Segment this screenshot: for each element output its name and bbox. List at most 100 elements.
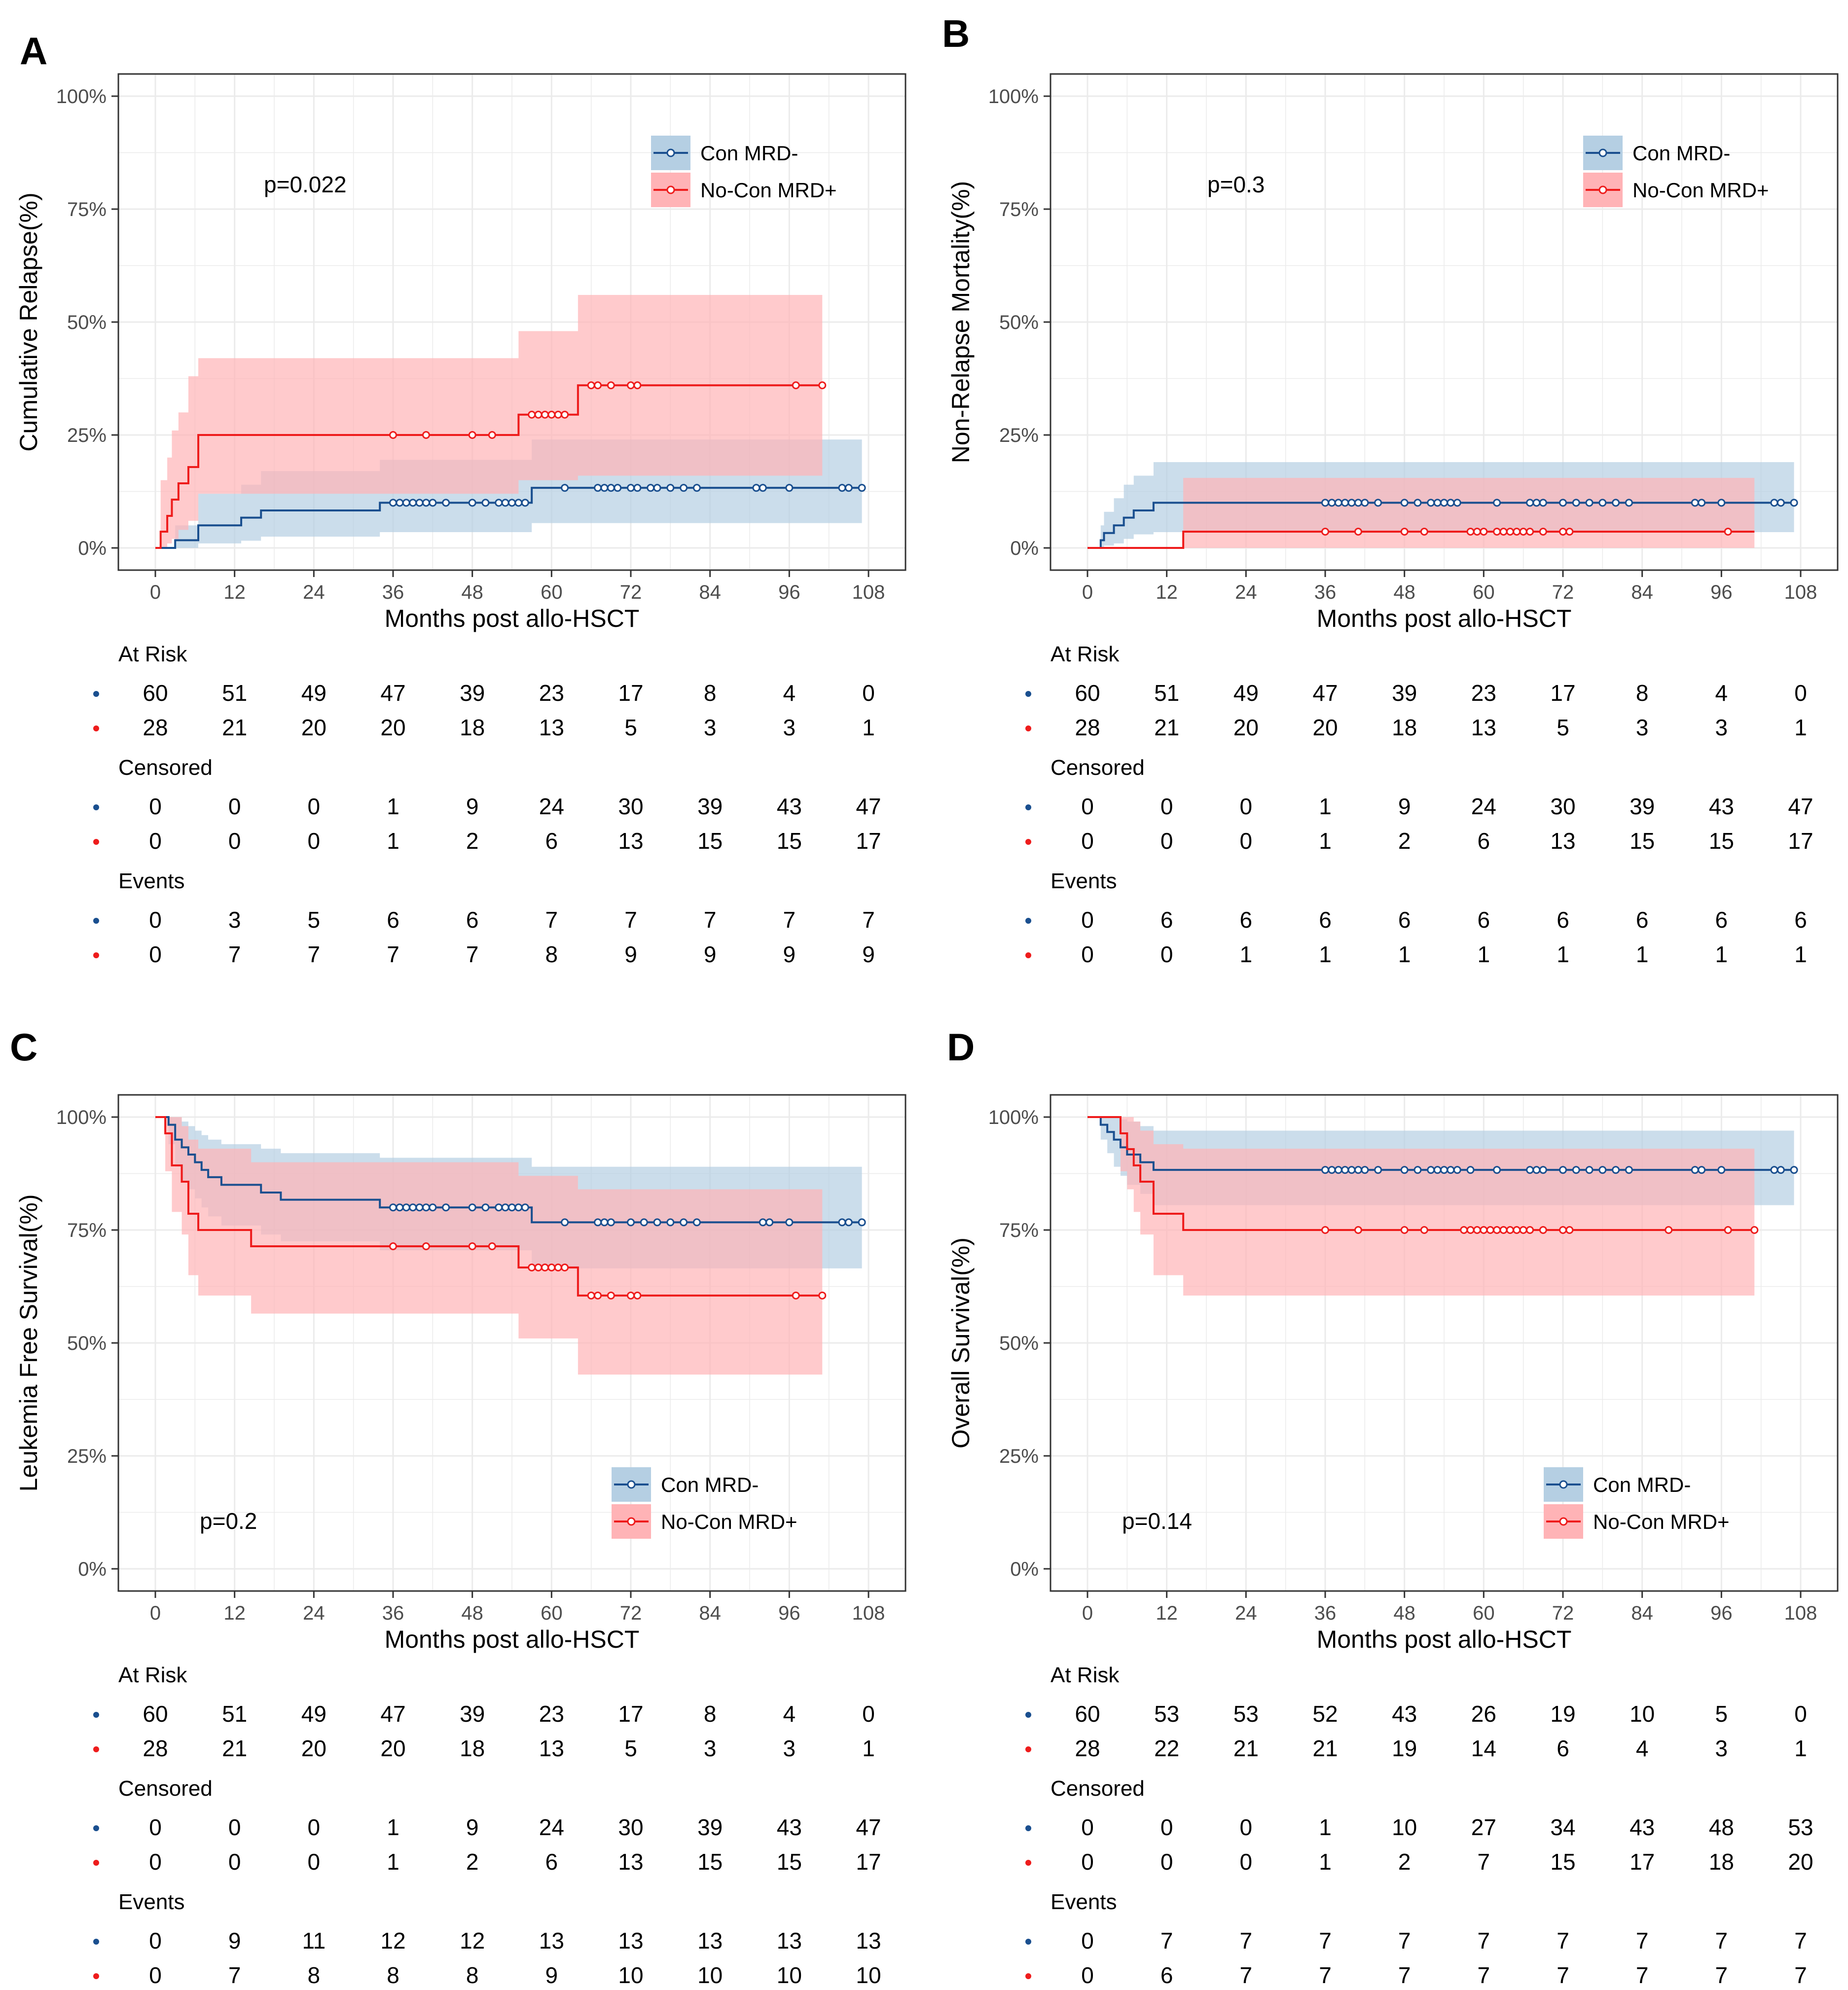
table-cell: 7	[228, 941, 241, 967]
censor-mark	[402, 499, 410, 507]
censor-mark	[561, 410, 569, 419]
table-cell: 5	[308, 907, 321, 933]
censor-mark	[415, 1203, 424, 1212]
censor-mark	[633, 381, 642, 390]
table-row-marker	[93, 725, 99, 731]
censor-mark	[785, 1218, 794, 1227]
censor-mark	[1499, 1226, 1508, 1234]
table-cell: 20	[1788, 1849, 1813, 1875]
y-tick-label: 50%	[999, 312, 1039, 333]
censor-mark	[1321, 1226, 1329, 1234]
censor-mark	[1334, 499, 1342, 507]
table-cell: 7	[228, 1962, 241, 1988]
table-cell: 9	[624, 941, 637, 967]
table-cell: 0	[228, 828, 241, 854]
table-title-events: Events	[1051, 869, 1117, 893]
censor-mark	[838, 1218, 846, 1227]
table-cell: 30	[618, 1814, 643, 1840]
censor-mark	[521, 499, 529, 507]
censor-mark	[844, 1218, 853, 1227]
x-axis-title: Months post allo-HSCT	[385, 605, 640, 632]
censor-mark	[1447, 499, 1455, 507]
table-cell: 15	[777, 1849, 802, 1875]
x-tick-label: 12	[1156, 581, 1178, 603]
x-tick-label: 48	[461, 581, 483, 603]
y-tick-label: 0%	[78, 1558, 107, 1580]
table-cell: 1	[862, 1736, 875, 1761]
table-row-marker	[93, 691, 99, 697]
censor-mark	[1493, 1166, 1501, 1174]
censor-mark	[680, 484, 688, 492]
table-cell: 0	[1160, 828, 1173, 854]
x-tick-label: 72	[1552, 1602, 1574, 1624]
table-cell: 0	[1160, 941, 1173, 967]
panel-letter: D	[947, 1025, 975, 1069]
table-cell: 0	[1160, 1849, 1173, 1875]
censor-mark	[528, 410, 536, 419]
table-cell: 52	[1312, 1701, 1338, 1727]
censor-mark	[1321, 528, 1329, 536]
legend-label-con: Con MRD-	[700, 142, 798, 165]
censor-mark	[488, 1242, 496, 1250]
censor-mark	[647, 484, 655, 492]
table-cell: 53	[1788, 1814, 1813, 1840]
censor-mark	[1625, 1166, 1633, 1174]
y-axis-title: Non-Relapse Mortality(%)	[947, 181, 975, 463]
table-cell: 21	[222, 1736, 247, 1761]
y-axis-title: Leukemia Free Survival(%)	[15, 1194, 42, 1492]
censor-mark	[1572, 499, 1580, 507]
table-cell: 18	[1392, 715, 1417, 740]
table-cell: 39	[697, 794, 723, 819]
table-cell: 3	[1715, 715, 1728, 740]
table-cell: 24	[539, 794, 564, 819]
table-cell: 15	[777, 828, 802, 854]
table-cell: 6	[1715, 907, 1728, 933]
censor-mark	[1717, 1166, 1726, 1174]
table-cell: 7	[704, 907, 717, 933]
censor-mark	[785, 484, 794, 492]
table-cell: 7	[1478, 1962, 1490, 1988]
table-cell: 6	[545, 828, 558, 854]
table-cell: 13	[697, 1928, 723, 1954]
x-tick-label: 24	[303, 1602, 325, 1624]
y-tick-label: 50%	[999, 1333, 1039, 1354]
panel-c: C0 12 24 36 48 60 72 84 96 1080%25%50%75%100%Mont…	[10, 1025, 906, 1988]
table-cell: 7	[1319, 1962, 1332, 1988]
table-cell: 1	[1636, 941, 1649, 967]
table-cell: 60	[143, 680, 168, 706]
table-cell: 18	[460, 1736, 485, 1761]
table-cell: 7	[1557, 1928, 1569, 1954]
table-row-marker	[93, 1746, 99, 1752]
table-cell: 13	[539, 1736, 564, 1761]
panel-b: B0 12 24 36 48 60 72 84 96 1080%25%50%75%100%Mont…	[942, 12, 1839, 967]
censor-mark	[1453, 499, 1461, 507]
table-cell: 0	[1081, 907, 1094, 933]
table-cell: 10	[618, 1962, 643, 1988]
censor-mark	[1698, 1166, 1706, 1174]
step-curve-con	[155, 1116, 862, 1224]
table-cell: 22	[1154, 1736, 1179, 1761]
censor-mark	[1513, 528, 1521, 536]
legend-key-marker	[1598, 185, 1607, 194]
censor-mark	[1400, 1226, 1409, 1234]
censor-mark	[594, 1218, 602, 1227]
censor-mark	[1770, 499, 1778, 507]
table-cell: 11	[302, 1928, 326, 1954]
confidence-band-nocon	[1087, 478, 1755, 548]
p-value: p=0.3	[1207, 172, 1265, 197]
table-cell: 1	[1794, 941, 1807, 967]
x-tick-label: 36	[1314, 1602, 1337, 1624]
table-cell: 0	[1794, 680, 1807, 706]
x-tick-label: 12	[1156, 1602, 1178, 1624]
censor-mark	[389, 499, 397, 507]
table-cell: 20	[301, 1736, 326, 1761]
table-cell: 7	[1160, 1928, 1173, 1954]
y-tick-label: 25%	[67, 1446, 107, 1467]
censor-mark	[409, 499, 417, 507]
legend-label-con: Con MRD-	[1632, 142, 1730, 165]
x-tick-label: 108	[852, 1602, 885, 1624]
legend-key-marker	[1559, 1517, 1568, 1526]
y-tick-label: 0%	[1010, 1558, 1039, 1580]
table-cell: 7	[1319, 1928, 1332, 1954]
censor-mark	[1750, 1226, 1759, 1234]
